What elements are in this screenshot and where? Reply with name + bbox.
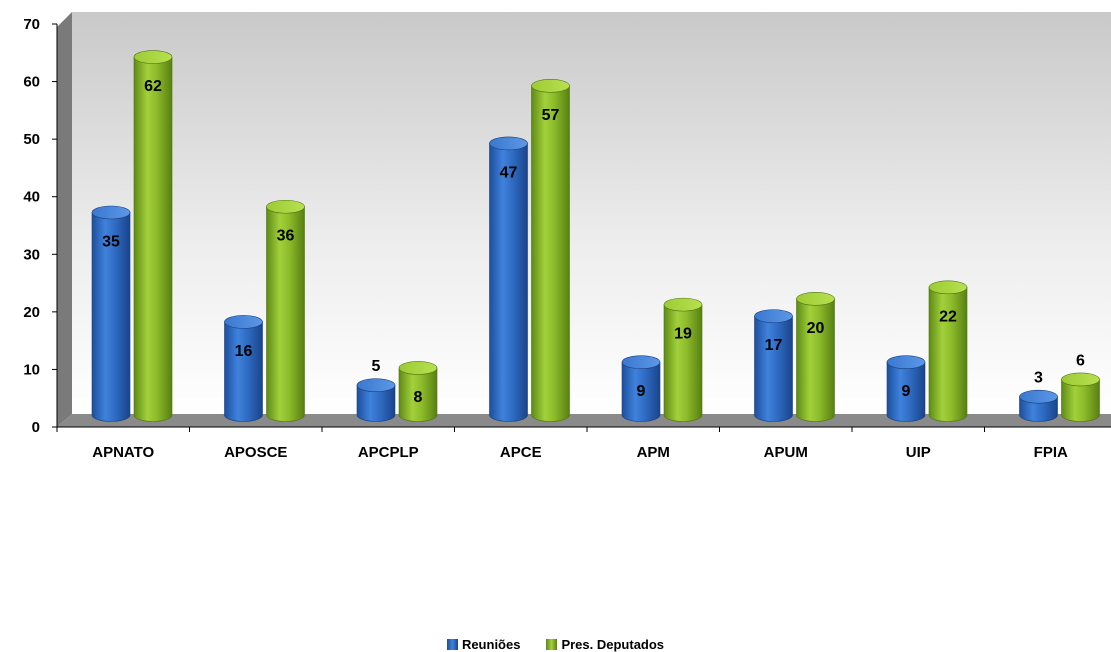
- bar-body: [754, 315, 793, 422]
- y-tick-label: 10: [23, 361, 40, 378]
- x-tick-label: FPIA: [1034, 444, 1068, 461]
- legend-label: Pres. Deputados: [561, 637, 665, 652]
- y-tick-label: 30: [23, 246, 40, 263]
- y-tick-label: 20: [23, 304, 40, 321]
- bars: [91, 50, 1100, 422]
- x-tick-label: APOSCE: [224, 444, 287, 461]
- y-tick-label: 50: [23, 131, 40, 148]
- x-axis-ticks: APNATO APOSCE APCPLP APCE APM APUM UIP FPIA: [56, 427, 1068, 461]
- y-axis-ticks: 0 10 20 30 40 50 60 70: [23, 16, 57, 436]
- bar-top: [928, 280, 968, 295]
- bar-body: [266, 206, 305, 422]
- legend-label: Reuniões: [461, 637, 521, 652]
- legend-swatch: [546, 639, 558, 650]
- bar-body: [663, 304, 703, 422]
- bar-pres-deputados: [133, 50, 173, 422]
- x-tick-label: APCPLP: [358, 444, 419, 461]
- bar-body: [398, 367, 438, 422]
- bar-body: [928, 287, 968, 422]
- data-label: 16: [235, 343, 253, 360]
- x-tick-label: APUM: [764, 444, 808, 461]
- bar-body: [531, 85, 570, 422]
- bar-top: [886, 355, 926, 369]
- bar-body: [356, 384, 396, 422]
- bar-pres-deputados: [1061, 372, 1100, 422]
- bar-reunioes: [754, 309, 793, 422]
- data-label: 8: [414, 389, 423, 406]
- bar-reunioes: [356, 378, 396, 422]
- bar-pres-deputados: [266, 199, 305, 422]
- y-tick-label: 40: [23, 189, 40, 206]
- bar-top: [531, 79, 570, 93]
- legend-row: Reuniões Pres. Deputados: [0, 637, 1111, 652]
- bar-body: [133, 56, 173, 422]
- bar-pres-deputados: [796, 292, 835, 422]
- bar-reunioes: [621, 355, 661, 422]
- data-label: 47: [500, 164, 518, 181]
- bar-reunioes: [91, 205, 131, 422]
- data-label: 19: [674, 326, 692, 343]
- y-tick-label: 60: [23, 74, 40, 91]
- bar-top: [663, 297, 703, 312]
- x-tick-label: APM: [637, 444, 670, 461]
- data-label: 9: [637, 383, 646, 400]
- data-label: 20: [807, 320, 825, 337]
- bar-top: [754, 309, 793, 323]
- data-label: 6: [1076, 352, 1085, 369]
- bar-top: [133, 50, 173, 64]
- bar-body: [1061, 379, 1100, 422]
- bar-reunioes: [1019, 389, 1058, 422]
- x-tick-label: APCE: [500, 444, 542, 461]
- bar-reunioes: [886, 355, 926, 422]
- x-tick-label: UIP: [906, 444, 931, 461]
- data-label: 17: [765, 337, 783, 354]
- bar-top: [489, 136, 528, 151]
- y-tick-label: 70: [23, 16, 40, 33]
- bar-top: [1061, 372, 1100, 387]
- legend-item: Pres. Deputados: [546, 637, 664, 652]
- bar-body: [1019, 396, 1058, 422]
- bar-pres-deputados: [398, 361, 438, 422]
- bar-top: [224, 315, 263, 329]
- bar-body: [489, 143, 528, 422]
- bar-body: [796, 298, 835, 422]
- bar-top: [398, 361, 438, 375]
- bar-top: [1019, 389, 1058, 404]
- bar-body: [621, 361, 661, 422]
- bar-top: [91, 205, 131, 220]
- plot-side-wall: [57, 12, 72, 427]
- bar-body: [224, 321, 263, 422]
- bar-top: [621, 355, 661, 369]
- bar-body: [91, 212, 131, 422]
- bar-reunioes: [224, 315, 263, 422]
- y-tick-label: 0: [32, 419, 40, 436]
- data-label: 35: [102, 234, 120, 251]
- bar-body: [886, 361, 926, 422]
- data-label: 62: [144, 78, 162, 95]
- legend-swatch: [446, 639, 458, 650]
- bar-top: [796, 292, 835, 306]
- data-label: 9: [902, 383, 911, 400]
- data-label: 3: [1034, 370, 1043, 387]
- bar-reunioes: [489, 136, 528, 422]
- data-label: 36: [277, 228, 295, 245]
- plot-back-wall: [72, 12, 1111, 414]
- x-tick-label: APNATO: [92, 444, 154, 461]
- bar-top: [266, 199, 305, 214]
- plot-floor: [57, 414, 1111, 427]
- data-label: 5: [372, 358, 381, 375]
- bar-pres-deputados: [928, 280, 968, 422]
- data-label: 22: [939, 308, 957, 325]
- bar-pres-deputados: [531, 79, 570, 422]
- legend-item: Reuniões: [446, 637, 521, 652]
- bar-pres-deputados: [663, 297, 703, 422]
- data-label: 57: [542, 107, 560, 124]
- bar-top: [356, 378, 396, 393]
